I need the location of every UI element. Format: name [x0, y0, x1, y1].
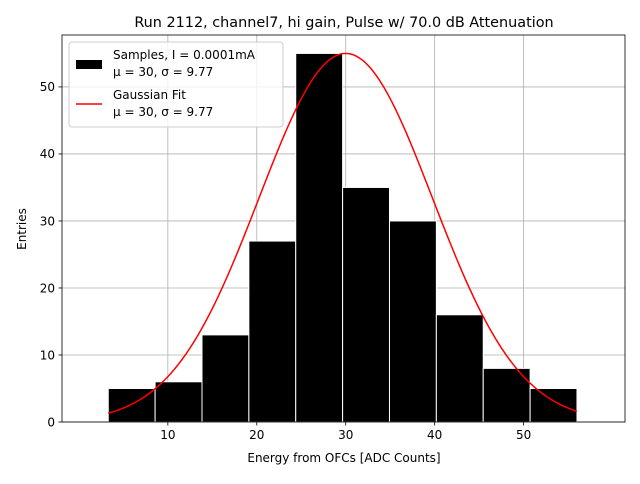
y-tick: 20 [40, 281, 62, 295]
y-tick: 0 [47, 415, 62, 429]
y-tick-label: 20 [40, 281, 55, 295]
x-tick: 40 [427, 422, 442, 442]
y-axis-ticks: 0 10 20 30 40 50 [40, 80, 62, 429]
x-tick: 20 [249, 422, 264, 442]
x-tick: 30 [338, 422, 353, 442]
histogram-bar [342, 186, 390, 423]
histogram-bar [295, 52, 344, 423]
y-tick: 50 [40, 80, 62, 94]
histogram-bar [248, 240, 297, 423]
histogram-bar [529, 387, 578, 423]
legend-box [68, 41, 284, 128]
y-tick: 30 [40, 214, 62, 228]
legend-samples-label: Samples, I = 0.0001mA [113, 48, 256, 62]
y-tick-label: 50 [40, 80, 55, 94]
y-tick: 40 [40, 147, 62, 161]
legend-fit-stats: μ = 30, σ = 9.77 [113, 105, 213, 119]
chart-title: Run 2112, channel7, hi gain, Pulse w/ 70… [134, 15, 553, 31]
y-tick-label: 10 [40, 348, 55, 362]
legend-fit-label: Gaussian Fit [113, 88, 186, 102]
x-tick-label: 30 [338, 428, 353, 442]
histogram-bar [154, 381, 203, 423]
x-tick: 50 [516, 422, 531, 442]
histogram-bars [107, 52, 578, 423]
x-tick-label: 10 [160, 428, 175, 442]
y-tick-label: 40 [40, 147, 55, 161]
x-tick-label: 40 [427, 428, 442, 442]
gaussian-fit-line [108, 52, 578, 414]
y-tick-label: 30 [40, 214, 55, 228]
histogram-bar [435, 314, 484, 423]
legend: Samples, I = 0.0001mA μ = 30, σ = 9.77 G… [68, 41, 284, 128]
x-axis-ticks: 10 20 30 40 50 [160, 422, 531, 442]
x-axis-label: Energy from OFCs [ADC Counts] [247, 451, 440, 465]
y-tick: 10 [40, 348, 62, 362]
histogram-bar [201, 334, 250, 423]
legend-samples-stats: μ = 30, σ = 9.77 [113, 65, 213, 79]
y-axis-label: Entries [15, 208, 29, 250]
x-tick-label: 50 [516, 428, 531, 442]
histogram-bar [388, 220, 437, 423]
plot-frame [61, 34, 626, 423]
y-tick-label: 0 [47, 415, 55, 429]
x-tick-label: 20 [249, 428, 264, 442]
legend-samples-swatch [76, 60, 102, 69]
x-tick: 10 [160, 422, 175, 442]
